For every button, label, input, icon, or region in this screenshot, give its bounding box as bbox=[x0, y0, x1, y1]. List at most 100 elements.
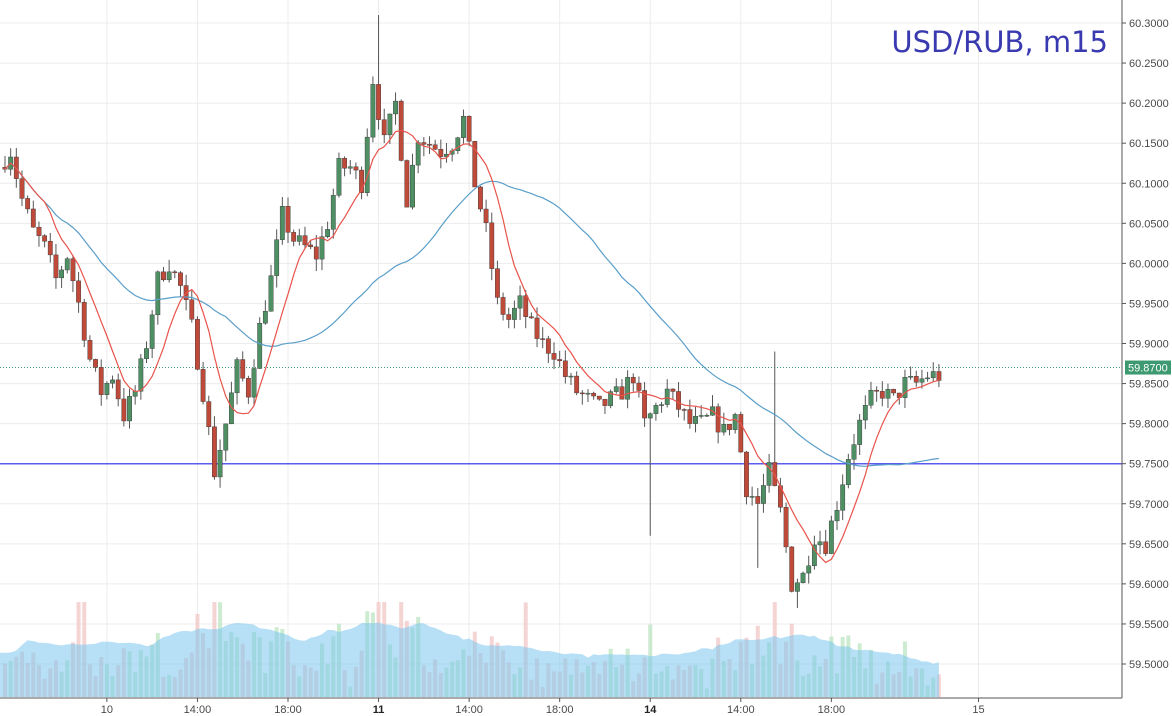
candle bbox=[732, 414, 738, 430]
candle bbox=[381, 119, 387, 136]
candle bbox=[149, 314, 155, 349]
candle bbox=[676, 391, 681, 410]
current-price-label: 59.8700 bbox=[1128, 363, 1168, 375]
candle bbox=[195, 319, 200, 370]
candle bbox=[766, 462, 772, 486]
candle bbox=[806, 565, 812, 574]
candle bbox=[879, 391, 885, 399]
x-tick-label: 14:00 bbox=[455, 704, 483, 716]
candle bbox=[234, 359, 240, 394]
fast-moving-average bbox=[4, 129, 940, 564]
candle bbox=[540, 338, 546, 340]
candle bbox=[472, 141, 478, 188]
y-tick-label: 60.3000 bbox=[1129, 18, 1169, 30]
candle bbox=[551, 353, 557, 360]
slow-moving-average bbox=[4, 162, 939, 467]
candle bbox=[240, 359, 246, 379]
x-tick-label: 10 bbox=[101, 704, 113, 716]
candle bbox=[562, 360, 568, 377]
candle bbox=[857, 419, 863, 445]
price-axis: 60.3000 60.2500 60.2000 60.1500 60.1000 60.05… bbox=[1122, 18, 1169, 671]
candle bbox=[319, 236, 325, 260]
candle bbox=[828, 520, 834, 554]
candle bbox=[602, 398, 608, 406]
x-tick-label: 15 bbox=[972, 704, 984, 716]
candle bbox=[800, 572, 806, 583]
candle bbox=[53, 254, 59, 279]
candle bbox=[274, 239, 280, 276]
candle bbox=[885, 389, 891, 399]
candle bbox=[387, 113, 393, 136]
candle bbox=[189, 299, 195, 320]
candle bbox=[342, 158, 347, 169]
volume-average-area bbox=[0, 622, 939, 697]
candle bbox=[783, 507, 789, 548]
candle bbox=[647, 413, 653, 419]
candle bbox=[30, 208, 36, 228]
candle bbox=[619, 386, 625, 400]
candle bbox=[81, 302, 87, 341]
candle bbox=[245, 378, 251, 398]
current-price-tag: 59.8700 bbox=[1125, 360, 1171, 375]
candle bbox=[359, 169, 364, 193]
candle bbox=[936, 371, 942, 381]
candle bbox=[908, 376, 914, 378]
candle bbox=[291, 232, 297, 242]
candle bbox=[664, 388, 670, 405]
candle bbox=[410, 164, 415, 208]
candle bbox=[845, 459, 851, 485]
y-tick-label: 59.7000 bbox=[1129, 499, 1169, 511]
candle bbox=[613, 386, 619, 392]
x-tick-label: 14 bbox=[644, 704, 657, 716]
candle bbox=[251, 368, 257, 398]
y-tick-label: 59.5000 bbox=[1129, 659, 1169, 671]
candle bbox=[138, 358, 144, 392]
y-tick-label: 60.2500 bbox=[1129, 58, 1169, 70]
candle bbox=[557, 359, 563, 362]
candle bbox=[755, 496, 761, 504]
candle bbox=[461, 116, 466, 138]
candle bbox=[200, 369, 206, 402]
candle bbox=[681, 409, 687, 411]
candle bbox=[608, 391, 614, 406]
axes bbox=[0, 0, 1123, 699]
candle bbox=[834, 510, 840, 522]
y-tick-label: 60.0000 bbox=[1129, 258, 1169, 270]
candle bbox=[698, 415, 704, 417]
candle bbox=[523, 295, 529, 317]
y-tick-label: 59.7500 bbox=[1129, 459, 1169, 471]
candle bbox=[642, 390, 647, 419]
candle bbox=[483, 208, 489, 224]
x-tick-label: 11 bbox=[373, 704, 385, 716]
candle bbox=[279, 205, 285, 240]
candle bbox=[817, 541, 823, 546]
candle bbox=[862, 405, 868, 421]
candle bbox=[110, 379, 115, 384]
y-tick-label: 60.2000 bbox=[1129, 98, 1169, 110]
candle bbox=[2, 167, 8, 170]
candle bbox=[115, 379, 121, 400]
candle bbox=[212, 426, 217, 478]
candle bbox=[268, 275, 274, 312]
candle bbox=[579, 392, 585, 395]
candle bbox=[687, 409, 693, 424]
candle bbox=[144, 348, 149, 359]
candle bbox=[913, 376, 919, 383]
candle bbox=[87, 340, 93, 360]
y-tick-label: 59.9500 bbox=[1129, 298, 1169, 310]
x-tick-label: 14:00 bbox=[727, 704, 755, 716]
candle bbox=[851, 444, 857, 460]
candle bbox=[393, 100, 398, 115]
candle bbox=[330, 195, 336, 230]
candle bbox=[495, 268, 500, 298]
candle bbox=[127, 396, 132, 422]
candle bbox=[534, 317, 540, 339]
y-tick-label: 59.8000 bbox=[1129, 419, 1169, 431]
candle bbox=[161, 271, 166, 281]
candle bbox=[528, 316, 534, 319]
y-tick-label: 59.5500 bbox=[1129, 619, 1169, 631]
y-tick-label: 59.6500 bbox=[1129, 539, 1169, 551]
candle bbox=[25, 198, 31, 210]
candle bbox=[789, 546, 795, 592]
